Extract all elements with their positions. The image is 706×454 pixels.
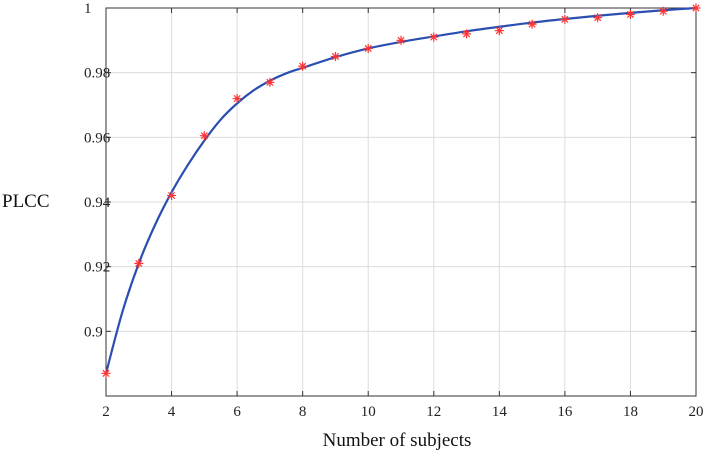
y-axis-label: PLCC	[2, 191, 50, 212]
y-tick-label: 0.98	[84, 66, 110, 82]
data-point	[298, 61, 308, 71]
x-tick-label: 8	[299, 404, 307, 420]
data-point	[625, 9, 635, 19]
data-point	[396, 35, 406, 45]
y-tick-label: 0.94	[84, 195, 111, 211]
data-markers	[101, 3, 701, 378]
x-axis-label: Number of subjects	[323, 430, 472, 451]
x-tick-label: 20	[689, 404, 704, 420]
data-point	[199, 131, 209, 141]
data-point	[232, 94, 242, 104]
data-point	[429, 32, 439, 42]
y-tick-label: 0.96	[84, 130, 111, 146]
fit-curve-line	[104, 6, 697, 374]
data-point	[167, 191, 177, 201]
data-point	[330, 52, 340, 61]
data-point	[593, 13, 603, 23]
x-tick-label: 16	[557, 404, 573, 420]
grid	[105, 7, 697, 396]
x-tick-label: 4	[168, 404, 176, 420]
x-tick-label: 6	[233, 404, 241, 420]
data-point	[101, 368, 111, 378]
data-point	[527, 19, 537, 29]
y-tick-labels: 0.9 0.92 0.94 0.96 0.98 1	[84, 1, 111, 340]
x-tick-label: 14	[492, 404, 508, 420]
y-tick-label: 0.92	[84, 260, 110, 276]
x-tick-label: 12	[426, 404, 441, 420]
data-point	[560, 14, 570, 24]
y-tick-label: 0.9	[84, 324, 103, 340]
y-tick-label: 1	[84, 1, 92, 17]
ticks	[105, 7, 697, 396]
x-tick-label: 2	[102, 404, 110, 420]
data-point	[134, 258, 144, 268]
data-point	[658, 6, 668, 16]
x-tick-label: 18	[623, 404, 638, 420]
data-point	[691, 3, 701, 13]
data-point	[462, 29, 472, 39]
x-tick-label: 10	[361, 404, 376, 420]
x-tick-labels: 2 4 6 8 10 12 14 16 18 20	[102, 404, 703, 420]
data-point	[265, 77, 275, 87]
data-point	[494, 26, 504, 36]
data-point	[363, 43, 373, 53]
